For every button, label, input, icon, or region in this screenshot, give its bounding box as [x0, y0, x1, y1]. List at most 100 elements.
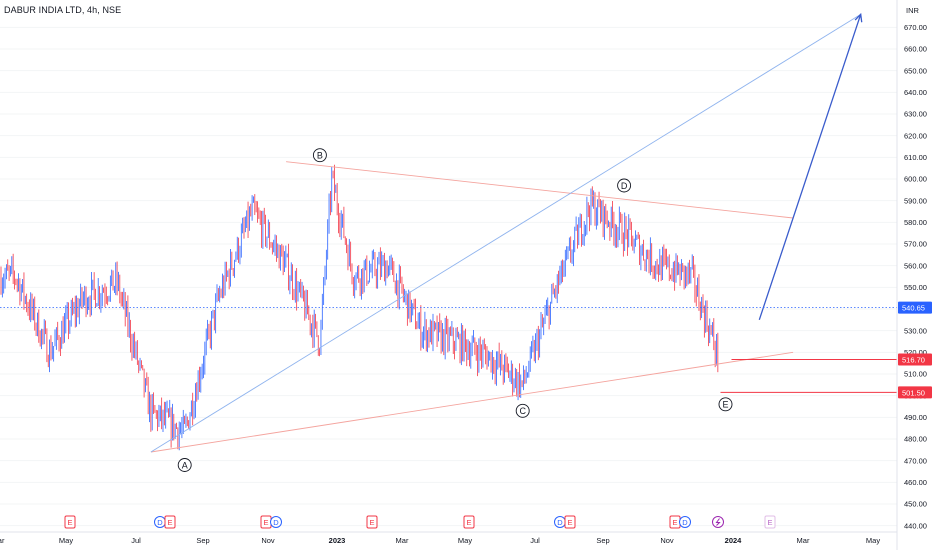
time-tick-label: 2023: [329, 536, 346, 545]
time-tick-label: Mar: [0, 536, 5, 545]
price-tick-label: 570.00: [904, 240, 927, 249]
time-tick-label: Jul: [131, 536, 141, 545]
earnings-icon-letter: E: [567, 518, 572, 527]
event-marker-earnings[interactable]: E: [64, 515, 76, 529]
price-tick-label: 560.00: [904, 261, 927, 270]
earnings-icon-letter: E: [767, 518, 772, 527]
event-marker-dividend[interactable]: D: [270, 516, 282, 528]
wave-label-d[interactable]: D: [617, 178, 632, 193]
wave-label-e[interactable]: E: [718, 397, 733, 412]
last-price-label: 540.65: [902, 304, 925, 313]
time-tick-label: 2024: [725, 536, 743, 545]
price-tick-label: 590.00: [904, 196, 927, 205]
wave-labels: A B C D E: [177, 148, 733, 472]
price-tick-label: 630.00: [904, 110, 927, 119]
earnings-icon-letter: E: [672, 518, 677, 527]
event-marker-earnings[interactable]: E: [564, 515, 576, 529]
price-tick-label: 460.00: [904, 478, 927, 487]
earnings-icon: [764, 515, 776, 529]
last-price-badge: [898, 301, 932, 314]
earnings-icon-letter: E: [67, 518, 72, 527]
price-level-badge: [898, 353, 932, 366]
time-tick-label: Sep: [596, 536, 609, 545]
event-marker-earnings[interactable]: E: [669, 515, 681, 529]
time-tick-label: May: [866, 536, 880, 545]
event-marker-dividend[interactable]: D: [554, 516, 566, 528]
price-tick-label: 600.00: [904, 175, 927, 184]
dividend-icon: [679, 516, 691, 528]
price-axis[interactable]: INR 440.00 450.00 460.00 470.00 480.00 490.00 5…: [896, 0, 932, 550]
price-tick-label: 470.00: [904, 456, 927, 465]
time-tick-label: Jul: [530, 536, 540, 545]
trendline-lower-support[interactable]: [150, 351, 794, 453]
price-tick-label: 640.00: [904, 88, 927, 97]
dividend-icon-letter: D: [682, 518, 688, 527]
wave-label-c[interactable]: C: [515, 403, 530, 418]
earnings-icon-letter: E: [167, 518, 172, 527]
wave-circle: [312, 148, 327, 163]
earnings-icon: [64, 515, 76, 529]
event-marker-dividend[interactable]: D: [679, 516, 691, 528]
earnings-icon-letter: E: [263, 518, 268, 527]
wave-label-a[interactable]: A: [177, 458, 192, 472]
earnings-icon: [463, 515, 475, 529]
time-tick-label: Nov: [660, 536, 674, 545]
earnings-icon: [564, 515, 576, 529]
wave-letter: A: [182, 460, 188, 470]
event-marker-earnings[interactable]: E: [366, 515, 378, 529]
wave-letter: D: [621, 181, 628, 191]
price-level-badge: [898, 386, 932, 399]
time-tick-label: Nov: [261, 536, 275, 545]
time-tick-label: Sep: [196, 536, 209, 545]
time-tick-label: Mar: [797, 536, 810, 545]
wave-label-b[interactable]: B: [312, 148, 327, 163]
dividend-icon-letter: D: [273, 518, 279, 527]
wave-circle: [617, 178, 632, 193]
price-tick-label: 550.00: [904, 283, 927, 292]
lightning-icon: [715, 518, 721, 526]
price-tick-label: 440.00: [904, 521, 927, 530]
projection-arrow[interactable]: [758, 14, 862, 321]
price-level-label: 501.50: [902, 388, 925, 397]
price-tick-label: 610.00: [904, 153, 927, 162]
time-tick-label: May: [59, 536, 73, 545]
time-axis[interactable]: Mar May Jul Sep Nov 2023 Mar May Jul Sep Nov 2024 Ma…: [0, 531, 897, 545]
event-marker-split[interactable]: [712, 516, 724, 528]
price-tick-label: 510.00: [904, 370, 927, 379]
price-tick-label: 580.00: [904, 218, 927, 227]
price-tick-label: 530.00: [904, 326, 927, 335]
wave-letter: C: [519, 406, 526, 416]
event-marker-dividend[interactable]: D: [154, 516, 166, 528]
chart-title: DABUR INDIA LTD, 4h, NSE: [4, 5, 122, 15]
wave-circle: [515, 403, 530, 418]
dividend-icon: [270, 516, 282, 528]
price-tick-label: 620.00: [904, 131, 927, 140]
price-tick-label: 660.00: [904, 45, 927, 54]
wave-letter: E: [722, 400, 728, 410]
price-tick-label: 480.00: [904, 435, 927, 444]
price-axis-background: [897, 0, 932, 550]
earnings-icon-letter: E: [466, 518, 471, 527]
trendline-upper-resistance[interactable]: [286, 161, 794, 219]
dividend-icon-letter: D: [157, 518, 163, 527]
projection-arrowhead: [854, 12, 863, 23]
wave-circle: [718, 397, 733, 412]
grid-lines: [0, 26, 897, 527]
earnings-icon: [366, 515, 378, 529]
event-marker-earnings[interactable]: E: [463, 515, 475, 529]
trend-drawings: [0, 12, 897, 453]
earnings-icon: [164, 515, 176, 529]
price-level-label: 516.70: [902, 355, 925, 364]
event-marker-earnings[interactable]: E: [764, 515, 776, 529]
trendline-channel-line[interactable]: [150, 13, 861, 453]
wave-letter: B: [317, 150, 323, 160]
dividend-icon-letter: D: [557, 518, 563, 527]
time-tick-label: Mar: [396, 536, 409, 545]
event-marker-earnings[interactable]: E: [260, 515, 272, 529]
event-marker-earnings[interactable]: E: [164, 515, 176, 529]
price-tick-label: 670.00: [904, 23, 927, 32]
price-tick-label: 650.00: [904, 66, 927, 75]
currency-label: INR: [906, 6, 920, 15]
